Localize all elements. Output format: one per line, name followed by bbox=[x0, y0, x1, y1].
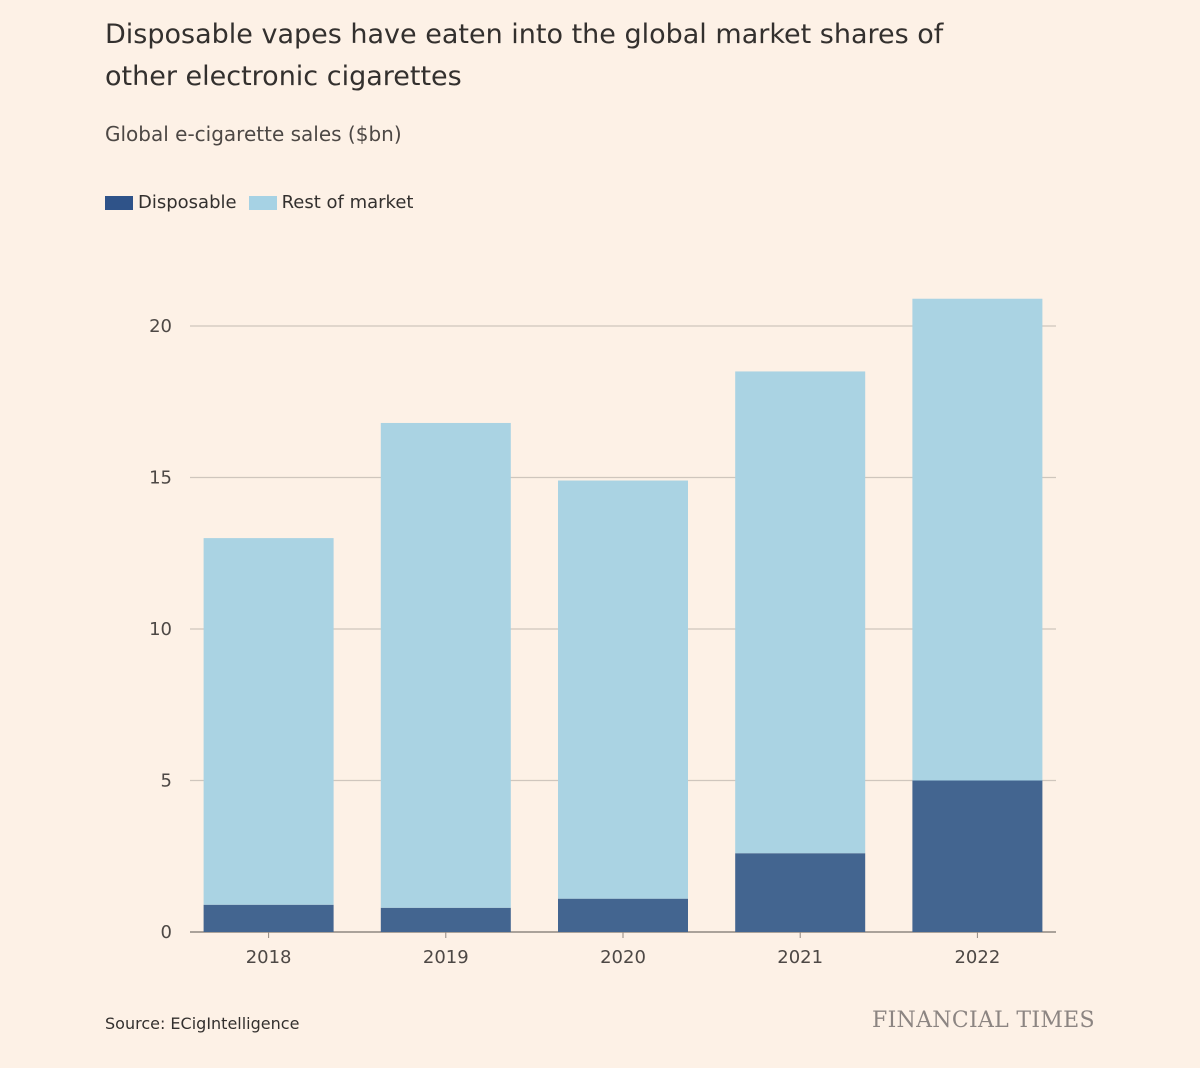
bar-disposable-2019 bbox=[380, 907, 511, 932]
x-tick-label: 2022 bbox=[954, 947, 1000, 968]
legend-label-rest: Rest of market bbox=[281, 192, 414, 213]
legend: Disposable Rest of market bbox=[105, 192, 425, 213]
legend-swatch-disposable bbox=[105, 195, 133, 210]
legend-item-rest: Rest of market bbox=[248, 192, 414, 213]
bar-rest-2020 bbox=[558, 480, 688, 899]
source-note: Source: ECigIntelligence bbox=[105, 1014, 300, 1033]
bar-disposable-2018 bbox=[203, 904, 334, 932]
y-tick-label: 5 bbox=[161, 771, 172, 792]
ft-logo: FINANCIAL TIMES bbox=[872, 1008, 1095, 1033]
x-tick-label: 2018 bbox=[246, 947, 292, 968]
x-tick-label: 2020 bbox=[600, 947, 646, 968]
bar-disposable-2021 bbox=[735, 853, 866, 932]
chart-title: Disposable vapes have eaten into the glo… bbox=[105, 19, 944, 92]
bar-rest-2019 bbox=[380, 422, 511, 908]
bars bbox=[203, 298, 1043, 932]
legend-item-disposable: Disposable bbox=[105, 192, 237, 213]
chart-plot: 0 5 10 15 20 2018 2019 2020 2021 2022 bbox=[149, 298, 1056, 968]
chart-subtitle: Global e-cigarette sales ($bn) bbox=[105, 122, 402, 146]
y-tick-label: 20 bbox=[149, 316, 172, 337]
y-tick-label: 10 bbox=[149, 619, 172, 640]
y-tick-label: 15 bbox=[149, 468, 172, 489]
y-tick-label: 0 bbox=[161, 922, 172, 943]
bar-disposable-2022 bbox=[912, 780, 1043, 932]
bar-rest-2022 bbox=[912, 298, 1043, 781]
bar-rest-2018 bbox=[203, 538, 334, 905]
x-axis: 2018 2019 2020 2021 2022 bbox=[246, 932, 1000, 968]
legend-label-disposable: Disposable bbox=[138, 192, 237, 213]
x-tick-label: 2019 bbox=[423, 947, 469, 968]
bar-rest-2021 bbox=[735, 371, 866, 854]
legend-swatch-rest bbox=[248, 195, 277, 210]
x-tick-label: 2021 bbox=[777, 947, 823, 968]
bar-disposable-2020 bbox=[558, 898, 688, 932]
